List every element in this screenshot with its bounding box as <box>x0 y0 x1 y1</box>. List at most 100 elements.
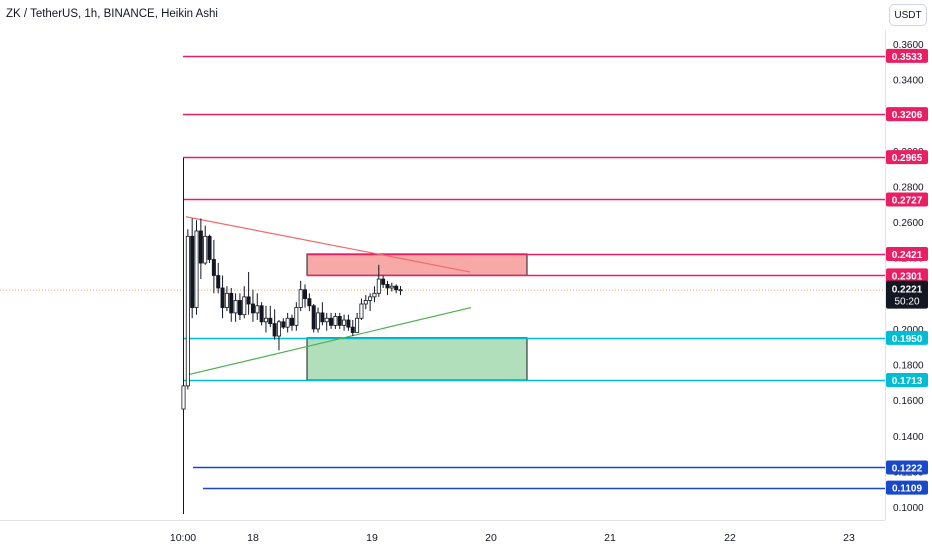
price-tick-label: 0.3400 <box>893 76 924 87</box>
candle <box>294 302 299 331</box>
candle-body <box>272 323 277 337</box>
time-tick-label: 22 <box>724 532 736 544</box>
candle-body <box>346 319 351 328</box>
candle <box>385 280 390 296</box>
candle-body <box>250 303 255 314</box>
support-trendline <box>185 306 472 376</box>
candle-body <box>185 235 190 387</box>
resistance-trendline <box>185 216 471 273</box>
price-labels-layer: 0.3533 0.3206 0.2965 0.2727 0.2421 0.2301 0.19… <box>886 48 928 495</box>
candle-body <box>298 289 303 308</box>
level-price-label-bg <box>886 48 928 63</box>
candle-body <box>246 296 251 305</box>
candle-body <box>307 298 312 307</box>
candle <box>246 271 251 315</box>
price-tick-label: 0.2600 <box>893 218 924 229</box>
candle-body <box>337 316 342 326</box>
candle-body <box>211 259 216 276</box>
level-price-label: 0.3533 <box>892 52 923 63</box>
candle-body <box>259 305 264 323</box>
candle-body <box>220 287 225 308</box>
candle <box>316 307 321 333</box>
candle-body <box>289 317 294 326</box>
candle-body <box>303 289 308 300</box>
candle-body <box>242 296 247 316</box>
candle-body <box>329 317 334 326</box>
candle <box>194 220 199 315</box>
candle <box>363 295 368 310</box>
candle <box>337 312 342 329</box>
candle-body <box>320 312 325 323</box>
bar-countdown: 50:20 <box>894 297 919 308</box>
candle <box>342 314 347 331</box>
candle <box>259 302 264 326</box>
candle <box>263 305 268 333</box>
level-price-label-bg <box>886 268 928 283</box>
time-axis: 10:00 18 19 20 21 22 23 <box>170 532 855 544</box>
last-price-label: 0.2221 <box>892 285 923 296</box>
candle <box>233 293 238 322</box>
chart-title: ZK / TetherUS, 1h, BINANCE, Heikin Ashi <box>6 8 218 20</box>
candle-body <box>263 317 268 323</box>
candle-body <box>359 303 364 319</box>
candle-body <box>207 235 212 260</box>
candle-body <box>237 300 242 316</box>
candle-body <box>233 300 238 314</box>
currency-button[interactable]: USDT <box>889 4 927 26</box>
level-price-label-bg <box>886 330 928 345</box>
candle <box>224 286 229 312</box>
candle <box>320 302 325 326</box>
level-price-label: 0.1950 <box>892 334 923 345</box>
candle <box>346 314 351 331</box>
level-price-label-bg <box>886 480 928 495</box>
candle <box>237 293 242 321</box>
last-price-label-bg <box>886 280 928 309</box>
candle-body <box>381 278 386 285</box>
candle <box>307 293 312 312</box>
candle <box>190 218 195 319</box>
zone-support <box>306 337 528 381</box>
candle-body <box>294 307 299 326</box>
level-price-label: 0.2965 <box>892 153 923 164</box>
candle <box>207 234 212 264</box>
zone-resistance <box>306 253 528 276</box>
candle-body <box>268 317 273 324</box>
candle <box>220 275 225 319</box>
candle <box>216 263 221 294</box>
candle <box>229 287 234 322</box>
price-tick-label: 0.1000 <box>893 503 924 514</box>
candle <box>255 293 260 321</box>
candle <box>242 286 247 319</box>
candle-body <box>194 230 199 308</box>
price-tick-label: 0.1600 <box>893 396 924 407</box>
level-price-label: 0.3206 <box>892 110 923 121</box>
candle-body <box>181 385 186 410</box>
candle <box>285 312 290 333</box>
candle-body <box>398 289 403 292</box>
candle-body <box>281 321 286 328</box>
candle <box>324 312 329 331</box>
candle <box>303 284 308 308</box>
candle <box>398 286 403 296</box>
level-price-label: 0.1713 <box>892 376 923 387</box>
level-price-label-bg <box>886 373 928 388</box>
time-tick-label: 21 <box>604 532 616 544</box>
candle-body <box>276 321 281 337</box>
candle <box>381 275 386 288</box>
candle-body <box>376 278 381 294</box>
levels-layer <box>183 55 885 490</box>
candle-body <box>368 296 373 301</box>
candle <box>311 303 316 333</box>
candle <box>389 282 394 292</box>
level-price-label-bg <box>886 192 928 207</box>
candle-body <box>224 292 229 308</box>
candle-body <box>333 316 338 326</box>
time-tick-label: 18 <box>247 532 259 544</box>
candle <box>250 289 255 322</box>
candles-layer <box>181 218 403 411</box>
candle-body <box>190 235 195 308</box>
candle <box>355 312 360 333</box>
level-price-label: 0.2421 <box>892 250 923 261</box>
candle <box>281 318 286 329</box>
